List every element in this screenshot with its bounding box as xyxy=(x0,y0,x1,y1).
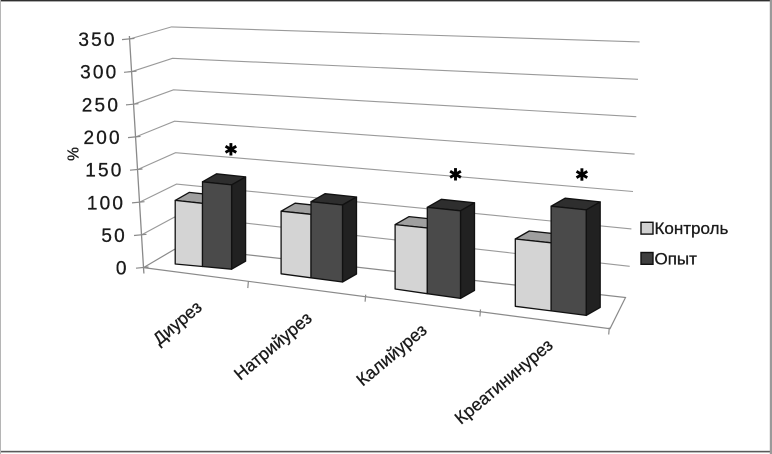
svg-text:350: 350 xyxy=(78,30,116,51)
svg-text:%: % xyxy=(66,147,83,161)
svg-text:0: 0 xyxy=(116,259,129,280)
svg-text:Контроль: Контроль xyxy=(655,219,729,238)
svg-text:100: 100 xyxy=(87,193,125,214)
svg-text:50: 50 xyxy=(101,226,127,247)
svg-text:200: 200 xyxy=(83,128,121,149)
svg-text:300: 300 xyxy=(80,63,118,84)
svg-text:Опыт: Опыт xyxy=(655,249,698,268)
svg-text:150: 150 xyxy=(85,161,123,182)
svg-text:250: 250 xyxy=(82,95,120,116)
